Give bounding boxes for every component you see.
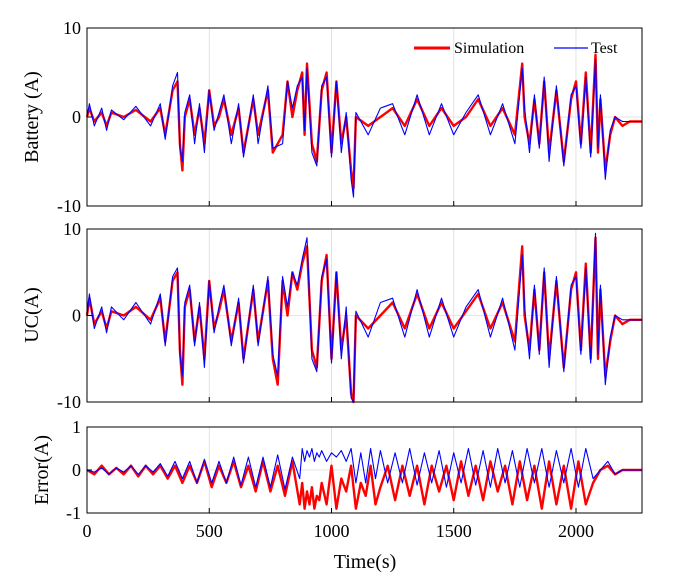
uc-y-tick-label: 10 [63,219,81,239]
battery-y-tick-label: -10 [57,196,81,216]
error-y-ticks: -1 0 1 [66,417,92,523]
error-y-tick-label: -1 [66,503,81,523]
error-panel: -101 0 500 1000 1500 2000 Error(A) Time(s) [31,417,643,573]
uc-y-tick-label: -10 [57,392,81,412]
uc-y-ticks: -10 0 10 [57,219,577,412]
error-simulation-line [86,460,642,510]
error-y-tick-label: 0 [72,460,81,480]
uc-test-line [86,232,642,403]
error-y-axis-label: Error(A) [31,435,53,505]
x-tick-label: 1500 [436,521,472,541]
legend-test-label: Test [591,40,618,57]
uc-y-tick-label: 0 [72,306,81,326]
error-x-ticks: 0 500 1000 1500 2000 [83,508,594,541]
legend: Simulation Test [414,40,618,57]
battery-y-axis-label: Battery (A) [21,71,43,163]
legend-simulation-label: Simulation [454,40,524,57]
error-y-tick-label: 1 [72,417,81,437]
x-tick-label: 0 [83,521,92,541]
x-tick-label: 500 [196,521,223,541]
battery-test-line [86,58,642,198]
battery-y-tick-label: 0 [72,107,81,127]
x-axis-label: Time(s) [334,551,397,573]
battery-series [85,53,642,198]
error-test-line [86,447,642,490]
x-tick-label: 1000 [313,521,349,541]
battery-y-ticks: -10 0 10 [57,18,577,216]
uc-series [85,232,642,404]
battery-panel: -10 0 10 Battery (A) Simulation Test [21,18,643,216]
x-tick-label: 2000 [558,521,594,541]
error-series [86,447,642,510]
battery-y-tick-label: 10 [63,18,81,38]
uc-panel: -10 0 10 UC(A) [21,219,643,412]
uc-y-axis-label: UC(A) [21,287,43,343]
